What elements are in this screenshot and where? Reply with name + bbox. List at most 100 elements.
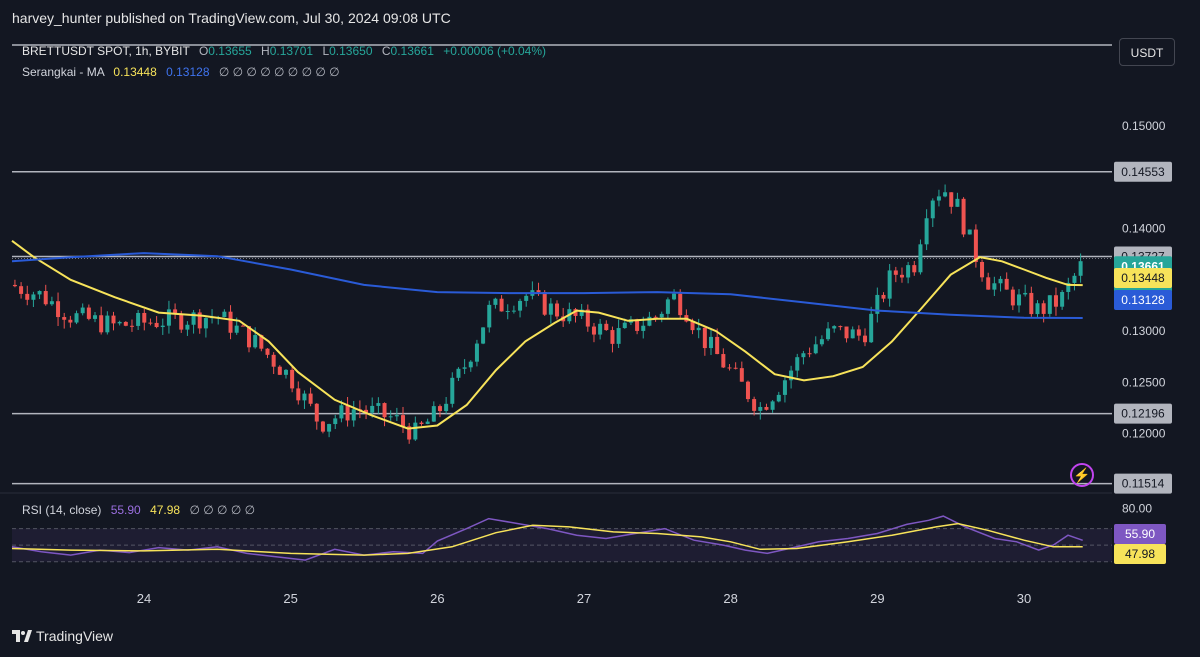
ma-slow-tag-label: 0.13128	[1121, 293, 1165, 307]
candle-body	[733, 367, 738, 369]
candle-body	[579, 309, 584, 316]
candle-body	[320, 421, 325, 432]
candle-body	[111, 315, 116, 324]
candle-body	[117, 321, 122, 324]
ma-fast-tag-label: 0.13448	[1121, 271, 1165, 285]
candle-body	[665, 299, 670, 314]
candle-body	[401, 415, 406, 427]
candle-body	[468, 361, 473, 368]
y-tick-label: 0.12000	[1122, 427, 1166, 441]
candle-body	[709, 336, 714, 349]
tradingview-brand[interactable]: TradingView	[12, 628, 113, 644]
tradingview-logo-icon	[12, 630, 32, 642]
ma-slow-line	[11, 252, 1083, 319]
chart-canvas[interactable]: 0.145530.137270.121960.115140.150000.140…	[0, 0, 1200, 620]
close-value: 0.13661	[390, 44, 434, 58]
x-tick-label: 28	[723, 591, 737, 606]
lightning-icon[interactable]: ⚡	[1070, 463, 1094, 487]
high-label: H	[261, 44, 270, 58]
ma-label[interactable]: Serangkai - MA	[22, 65, 105, 79]
candle-body	[893, 270, 898, 275]
candle-body	[967, 229, 972, 235]
rsi-null-values: ∅ ∅ ∅ ∅ ∅	[189, 503, 256, 517]
candle-body	[129, 325, 134, 327]
candle-body	[370, 405, 375, 413]
currency-button[interactable]: USDT	[1119, 38, 1175, 66]
rsi-y-tick-label: 80.00	[1122, 501, 1152, 515]
footer	[0, 620, 1200, 657]
candle-body	[376, 403, 381, 406]
open-value: 0.13655	[208, 44, 252, 58]
candle-body	[604, 323, 609, 331]
candle-body	[154, 322, 159, 328]
x-tick-label: 27	[577, 591, 591, 606]
candle-body	[283, 369, 288, 375]
candle-body	[474, 343, 479, 362]
candle-body	[752, 399, 757, 411]
rsi-value: 55.90	[110, 503, 141, 517]
candle-body	[715, 336, 720, 355]
candle-body	[789, 370, 794, 381]
x-tick-label: 30	[1017, 591, 1031, 606]
published-header: harvey_hunter published on TradingView.c…	[0, 0, 1200, 36]
candle-body	[505, 310, 510, 312]
candle-body	[99, 315, 104, 333]
candle-body	[1010, 289, 1015, 306]
candle-body	[678, 293, 683, 316]
candle-body	[702, 327, 707, 349]
candle-body	[37, 291, 42, 295]
candle-body	[493, 298, 498, 305]
candle-body	[875, 294, 880, 314]
candle-body	[123, 321, 128, 326]
candle-body	[31, 294, 36, 300]
price-legend: BRETTUSDT SPOT, 1h, BYBIT O0.13655 H0.13…	[22, 44, 546, 58]
candle-body	[536, 290, 541, 293]
candle-body	[407, 426, 412, 440]
candle-body	[943, 192, 948, 197]
change-value: +0.00006 (+0.04%)	[443, 44, 547, 58]
candle-body	[351, 409, 356, 421]
candle-body	[1035, 303, 1040, 315]
candle-body	[936, 196, 941, 201]
candle-body	[906, 265, 911, 278]
candle-body	[166, 309, 171, 326]
low-value: 0.13650	[329, 44, 373, 58]
candle-body	[542, 292, 547, 315]
candle-body	[1029, 292, 1034, 315]
candle-body	[277, 366, 282, 375]
candle-body	[12, 284, 17, 287]
candle-body	[856, 329, 861, 336]
rsi-label[interactable]: RSI (14, close)	[22, 503, 102, 517]
level-price-tag	[1114, 403, 1172, 424]
candle-body	[770, 401, 775, 410]
candle-body	[1023, 292, 1028, 295]
candle-body	[813, 344, 818, 354]
candle-body	[388, 416, 393, 418]
candle-body	[745, 381, 750, 400]
candle-body	[487, 304, 492, 328]
candle-body	[610, 330, 615, 344]
candle-body	[622, 322, 627, 329]
candle-body	[228, 311, 233, 333]
symbol-label[interactable]: BRETTUSDT SPOT, 1h, BYBIT	[22, 44, 190, 58]
candle-body	[74, 313, 79, 323]
rsi-ma-value-tag	[1114, 544, 1166, 564]
candle-body	[425, 421, 430, 424]
candle-body	[819, 339, 824, 345]
candle-body	[1053, 295, 1058, 307]
candle-body	[1041, 303, 1046, 314]
candle-body	[413, 422, 418, 440]
candle-body	[887, 270, 892, 299]
x-tick-label: 24	[137, 591, 151, 606]
candle-body	[49, 301, 54, 305]
high-value: 0.13701	[269, 44, 314, 58]
ma-fast-value: 0.13448	[113, 65, 157, 79]
ma-fast-tag	[1114, 268, 1172, 288]
candle-body	[518, 300, 523, 311]
candle-body	[555, 303, 560, 317]
candle-body	[591, 326, 596, 335]
rsi-value-tag	[1114, 524, 1166, 544]
candle-body	[148, 322, 153, 324]
candle-body	[314, 403, 319, 422]
ma-null-values: ∅ ∅ ∅ ∅ ∅ ∅ ∅ ∅ ∅	[218, 65, 340, 79]
